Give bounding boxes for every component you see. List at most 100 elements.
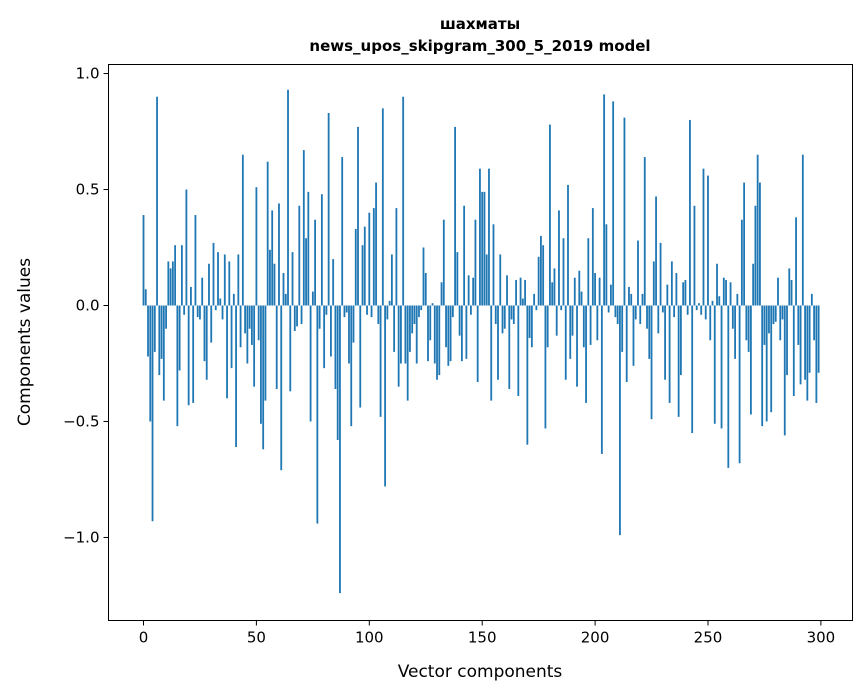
bar-296 (810, 293, 813, 306)
bar-173 (533, 293, 536, 306)
bar-103 (375, 182, 377, 306)
bar-241 (686, 305, 689, 315)
bar-262 (734, 305, 736, 359)
bar-206 (607, 305, 610, 313)
bar-185 (560, 305, 563, 311)
bar-63 (284, 293, 287, 306)
bar-131 (438, 305, 441, 376)
bar-186 (562, 238, 565, 306)
bar-44 (241, 154, 244, 306)
bar-257 (722, 277, 725, 306)
bar-18 (183, 305, 186, 315)
x-tick-label: 200 (581, 629, 610, 647)
bar-231 (664, 305, 666, 380)
bar-226 (652, 261, 655, 306)
bar-142 (463, 205, 466, 306)
bar-280 (774, 305, 777, 322)
bar-246 (698, 303, 700, 306)
bar-161 (506, 275, 508, 306)
bar-4 (151, 305, 154, 522)
bar-159 (501, 305, 504, 334)
bar-150 (481, 191, 484, 306)
bar-3 (149, 305, 152, 422)
bar-22 (192, 305, 195, 403)
bar-196 (585, 305, 587, 403)
bar-7 (158, 305, 161, 376)
bar-238 (679, 305, 682, 376)
bar-125 (424, 273, 427, 306)
bar-198 (589, 305, 592, 345)
bar-184 (558, 210, 560, 306)
bar-46 (246, 305, 249, 364)
bar-45 (244, 305, 247, 334)
bar-169 (524, 279, 526, 306)
bar-89 (343, 305, 346, 318)
bar-50 (255, 187, 258, 306)
bar-115 (402, 96, 405, 306)
bar-199 (591, 208, 594, 306)
bar-220 (639, 305, 642, 325)
y-tick-label: 0.5 (76, 181, 100, 199)
bar-209 (614, 305, 617, 318)
bar-20 (187, 305, 190, 406)
bar-176 (539, 235, 542, 306)
bar-127 (429, 305, 432, 341)
bar-37 (226, 305, 228, 399)
bar-93 (352, 305, 355, 343)
bar-291 (799, 305, 802, 385)
bar-134 (445, 305, 447, 348)
bar-190 (571, 305, 574, 336)
bar-39 (230, 305, 233, 369)
bar-275 (763, 305, 766, 345)
bar-92 (350, 305, 353, 427)
bar-132 (440, 282, 443, 306)
bar-229 (659, 242, 662, 306)
bar-289 (795, 217, 797, 306)
bar-83 (330, 305, 332, 357)
bar-202 (598, 277, 601, 306)
bar-88 (341, 157, 344, 306)
bar-57 (271, 210, 274, 306)
bar-189 (569, 305, 572, 359)
bar-249 (704, 305, 707, 320)
bar-77 (316, 305, 319, 524)
x-tick-label: 300 (807, 629, 836, 647)
bar-235 (673, 305, 676, 318)
bar-136 (449, 305, 452, 362)
bar-175 (537, 256, 540, 306)
bar-113 (397, 305, 400, 387)
bar-255 (718, 296, 721, 306)
bar-233 (668, 305, 671, 403)
bar-121 (415, 305, 418, 364)
bar-205 (605, 224, 608, 306)
bar-192 (576, 305, 578, 387)
bar-12 (169, 268, 172, 306)
bar-119 (411, 305, 414, 334)
bar-94 (354, 228, 357, 306)
bar-106 (381, 108, 384, 306)
bar-5 (153, 305, 156, 352)
bar-126 (427, 305, 429, 362)
bar-223 (646, 305, 648, 329)
bar-105 (379, 305, 382, 417)
bar-35 (221, 305, 224, 320)
bar-254 (716, 263, 718, 306)
bar-122 (418, 305, 420, 318)
bar-96 (359, 305, 362, 408)
bar-100 (368, 212, 371, 306)
bar-234 (670, 261, 673, 306)
bar-118 (409, 305, 411, 352)
bar-167 (519, 277, 522, 306)
bar-157 (497, 305, 499, 380)
bar-260 (729, 282, 732, 306)
bar-283 (781, 305, 784, 320)
bar-247 (700, 305, 703, 315)
bar-74 (309, 305, 312, 422)
bar-6 (156, 96, 158, 306)
bar-149 (479, 168, 481, 306)
bar-54 (264, 305, 267, 401)
bar-141 (460, 305, 463, 362)
x-tick-label: 150 (468, 629, 497, 647)
bar-200 (594, 273, 596, 306)
bar-298 (815, 305, 818, 403)
